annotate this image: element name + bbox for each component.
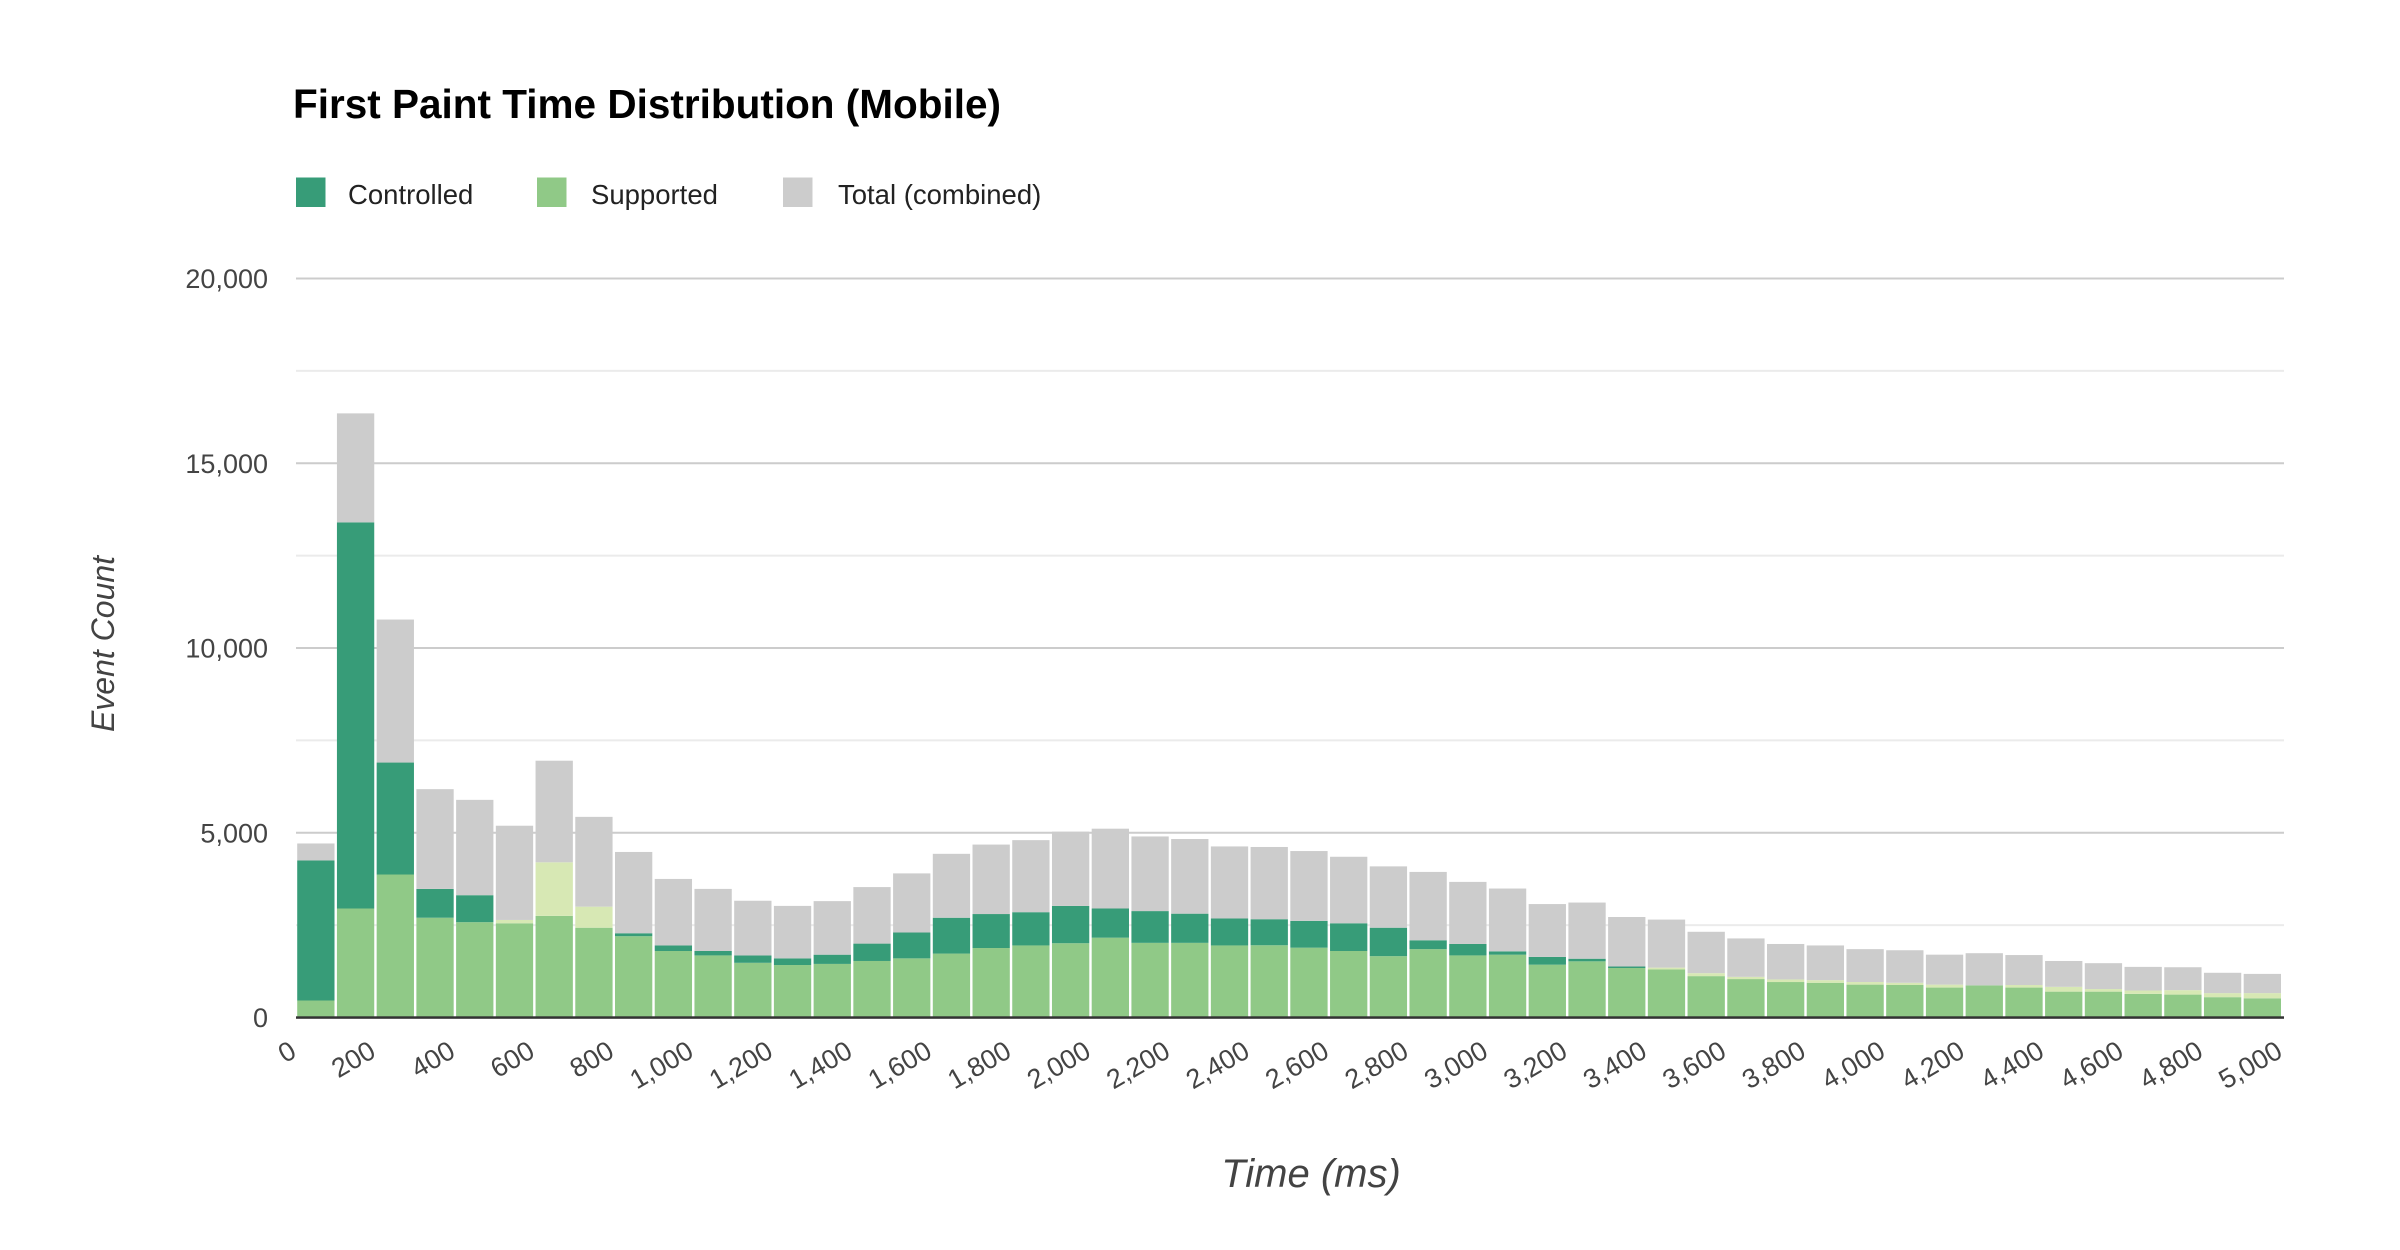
svg-text:Event Count: Event Count: [85, 555, 121, 732]
svg-text:Controlled: Controlled: [348, 179, 473, 210]
svg-text:20,000: 20,000: [185, 264, 268, 294]
svg-text:10,000: 10,000: [185, 634, 268, 664]
svg-text:15,000: 15,000: [185, 449, 268, 479]
svg-text:First Paint Time Distribution: First Paint Time Distribution (Mobile): [293, 81, 1001, 127]
svg-text:Time (ms): Time (ms): [1221, 1152, 1401, 1196]
svg-text:5,000: 5,000: [200, 818, 268, 848]
svg-text:0: 0: [253, 1003, 268, 1033]
svg-text:Supported: Supported: [591, 179, 718, 210]
svg-text:Total (combined): Total (combined): [838, 179, 1041, 210]
